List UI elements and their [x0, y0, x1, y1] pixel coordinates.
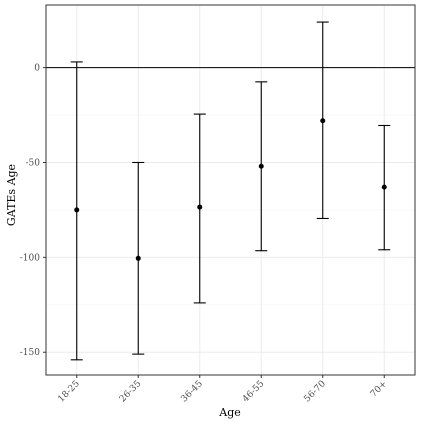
- x-tick-label: 18-25: [56, 379, 82, 405]
- y-axis-ticks: 0 -50 -100 -150: [20, 64, 46, 358]
- estimate-point: [381, 184, 387, 190]
- error-bars: [70, 21, 391, 361]
- grid-lines: [46, 5, 415, 375]
- x-tick-label: 36-45: [179, 379, 205, 405]
- error-bar-36-45: [193, 113, 206, 304]
- error-bar-46-55: [255, 81, 268, 252]
- x-tick-label: 26-35: [118, 379, 144, 405]
- error-bar-56-70: [316, 21, 329, 220]
- y-tick-label: -100: [20, 253, 40, 263]
- estimate-point: [320, 118, 326, 124]
- estimate-point: [258, 163, 264, 169]
- x-axis-ticks: 18-25 26-35 36-45 46-55 56-70 70+: [56, 375, 389, 404]
- x-tick-label: 70+: [369, 379, 390, 400]
- error-bar-18-25: [70, 61, 83, 361]
- estimate-point: [74, 207, 80, 213]
- panel-border: [45, 4, 416, 376]
- estimate-point: [197, 204, 203, 210]
- x-tick-label: 46-55: [241, 379, 267, 405]
- x-axis-title: Age: [218, 406, 241, 419]
- y-tick-label: -150: [20, 348, 40, 358]
- estimate-point: [135, 255, 141, 261]
- y-axis-title: GATEs Age: [5, 164, 18, 226]
- error-bar-70+: [378, 124, 391, 251]
- x-tick-label: 56-70: [302, 379, 328, 405]
- error-bar-26-35: [132, 161, 145, 355]
- y-tick-label: 0: [34, 64, 40, 74]
- y-tick-label: -50: [26, 158, 41, 168]
